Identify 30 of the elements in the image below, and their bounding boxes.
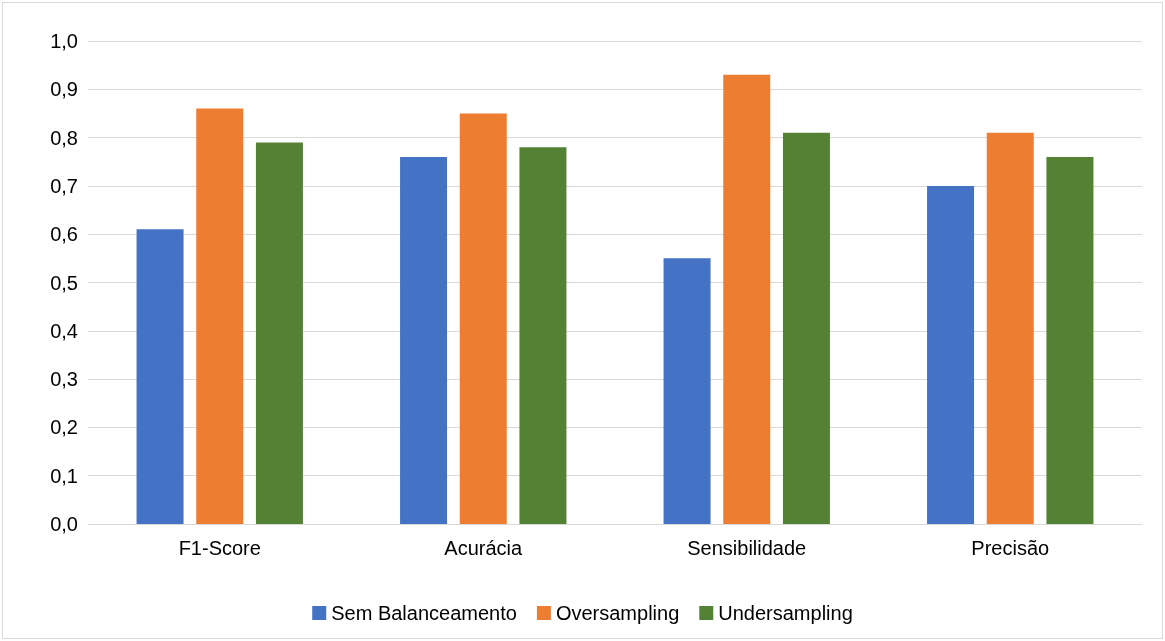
bar [723, 74, 771, 524]
bar [136, 229, 184, 524]
legend-label: Sem Balanceamento [331, 602, 517, 624]
bar [1046, 156, 1094, 524]
y-tick-label: 0,8 [50, 126, 78, 149]
bar [255, 142, 303, 524]
y-tick-label: 0,3 [50, 368, 78, 391]
y-tick-label: 0,0 [50, 513, 78, 535]
y-tick-label: 0,7 [50, 174, 78, 197]
y-tick-label: 0,1 [50, 464, 78, 487]
bar [196, 108, 244, 524]
x-tick-label: Sensibilidade [687, 537, 807, 559]
x-tick-label: Acurácia [444, 537, 524, 559]
bar [519, 147, 567, 524]
y-tick-label: 0,6 [50, 223, 78, 246]
legend-label: Oversampling [555, 602, 680, 624]
bar [400, 156, 448, 524]
y-tick-label: 1,0 [50, 30, 78, 52]
bar [782, 132, 830, 524]
y-tick-label: 0,4 [50, 319, 78, 342]
bar [459, 113, 507, 524]
x-tick-label: F1-Score [178, 537, 261, 559]
bar [986, 132, 1034, 524]
bar [663, 258, 711, 524]
y-tick-label: 0,2 [50, 416, 78, 439]
legend-label: Undersampling [718, 602, 853, 624]
y-tick-label: 0,5 [50, 271, 78, 294]
x-tick-label: Precisão [971, 537, 1050, 559]
bar [927, 185, 975, 524]
y-tick-label: 0,9 [50, 78, 78, 101]
